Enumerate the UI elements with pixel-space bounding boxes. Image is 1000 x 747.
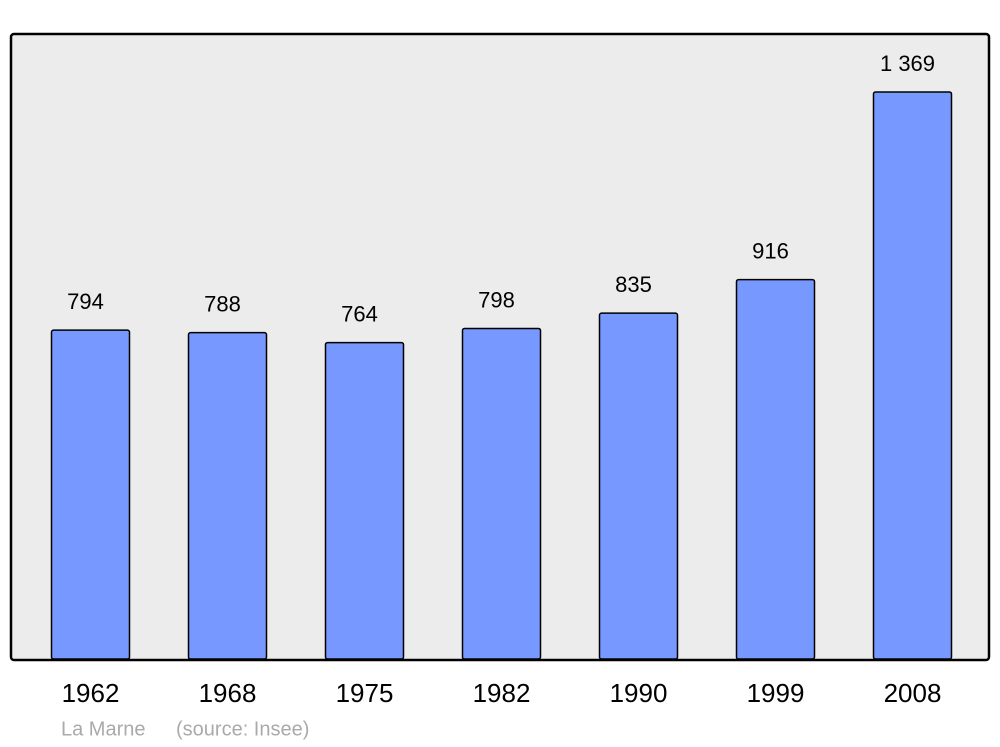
x-tick-label: 1962: [62, 678, 120, 708]
footer-source: (source: Insee): [176, 718, 309, 740]
x-tick-label: 1968: [199, 678, 257, 708]
value-label: 794: [67, 289, 104, 314]
bar: [735, 278, 816, 660]
value-label: 788: [204, 291, 241, 316]
x-tick-label: 1999: [747, 678, 805, 708]
value-label: 764: [341, 301, 378, 326]
bar: [872, 91, 953, 660]
bar: [598, 312, 679, 660]
value-label: 916: [752, 238, 789, 263]
bar: [461, 327, 542, 660]
value-label: 1 369: [880, 51, 935, 76]
footer-place: La Marne: [61, 718, 146, 740]
bar: [187, 331, 268, 660]
bar: [50, 329, 131, 660]
bar: [324, 341, 405, 660]
value-label: 835: [615, 272, 652, 297]
value-label: 798: [478, 287, 515, 312]
x-tick-label: 1990: [610, 678, 668, 708]
x-tick-label: 1982: [473, 678, 531, 708]
x-tick-label: 2008: [884, 678, 942, 708]
x-tick-label: 1975: [336, 678, 394, 708]
